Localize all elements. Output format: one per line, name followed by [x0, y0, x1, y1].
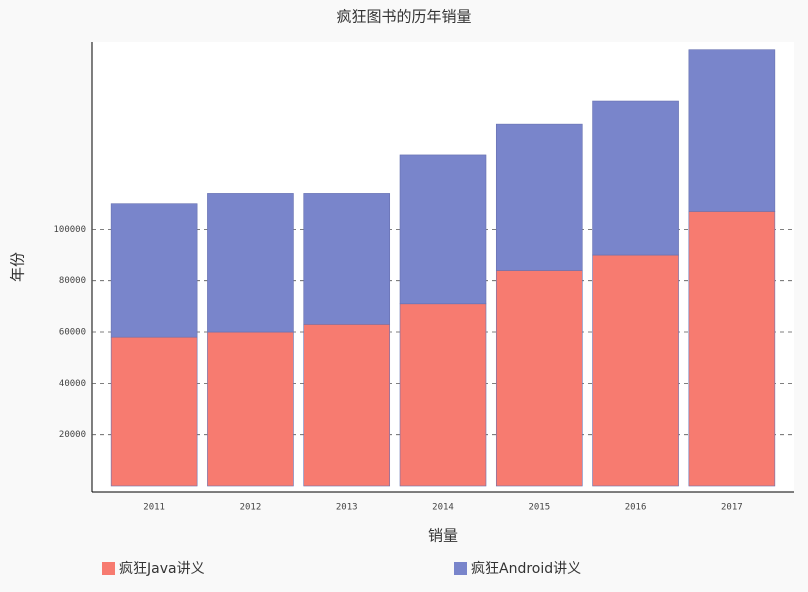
- x-tick-label: 2017: [721, 503, 743, 513]
- legend-swatch: [102, 562, 115, 575]
- bar: [688, 211, 776, 487]
- bar: [110, 203, 198, 338]
- bar: [207, 193, 294, 333]
- y-tick-label: 20000: [59, 430, 86, 440]
- y-tick-label: 80000: [59, 276, 86, 286]
- bar: [592, 254, 679, 487]
- legend-label: 疯狂Java讲义: [119, 561, 205, 577]
- x-axis-label: 销量: [428, 527, 458, 545]
- y-tick-label: 100000: [53, 225, 86, 235]
- bar: [592, 100, 679, 256]
- x-tick-label: 2011: [143, 503, 165, 513]
- x-tick-label: 2012: [240, 503, 262, 513]
- y-tick-label: 60000: [59, 328, 86, 338]
- bar: [399, 303, 487, 487]
- legend-swatch: [454, 562, 467, 575]
- bar: [110, 336, 198, 487]
- y-axis-label: 年份: [9, 252, 27, 282]
- bar: [495, 270, 583, 487]
- y-tick-label: 40000: [59, 379, 86, 389]
- x-tick-label: 2014: [432, 503, 454, 513]
- x-tick-label: 2016: [625, 503, 647, 513]
- legend-label: 疯狂Android讲义: [471, 561, 581, 577]
- x-tick-label: 2013: [336, 503, 358, 513]
- bar: [207, 331, 294, 487]
- bar: [303, 324, 391, 487]
- bar: [495, 123, 583, 271]
- bar: [303, 193, 391, 325]
- x-tick-label: 2015: [528, 503, 550, 513]
- chart-title: 疯狂图书的历年销量: [336, 8, 471, 26]
- bar: [688, 49, 776, 212]
- bar: [399, 154, 487, 305]
